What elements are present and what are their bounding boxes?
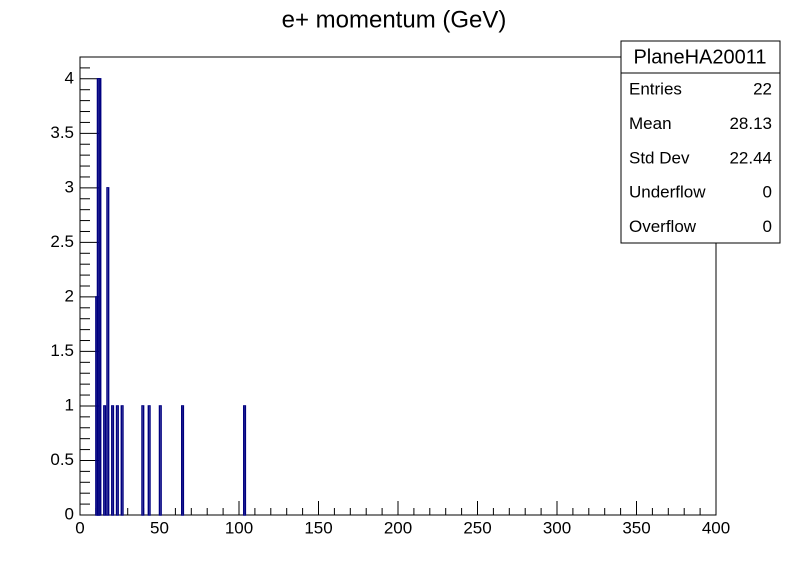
bar [147,405,151,516]
bar [103,405,107,516]
stats-value: 28.13 [729,114,772,133]
bar [141,405,145,516]
y-tick-label: 0 [65,504,74,523]
y-tick-label: 3 [65,177,74,196]
x-tick-label: 400 [702,518,730,537]
bar [243,405,247,516]
x-tick-label: 250 [463,518,491,537]
stats-value: 22.44 [729,148,772,167]
bar [120,405,124,516]
y-tick-label: 1.5 [50,341,74,360]
stats-label: Std Dev [629,148,690,167]
y-tick-label: 1 [65,395,74,414]
stats-value: 22 [753,79,772,98]
stats-frame [620,40,781,244]
bar [111,405,115,516]
x-tick-label: 200 [384,518,412,537]
bar [106,187,110,516]
x-tick-label: 0 [75,518,84,537]
stats-label: Overflow [629,217,697,236]
y-tick-label: 4 [65,68,74,87]
bar [158,405,162,516]
stats-label: Entries [629,79,682,98]
stats-value: 0 [763,183,772,202]
x-tick-label: 300 [543,518,571,537]
stats-label: Mean [629,114,672,133]
bar [115,405,119,516]
y-tick-label: 2.5 [50,232,74,251]
stats-box: PlaneHA20011 Entries 22 Mean 28.13 Std Dev 22… [620,40,781,244]
stats-label: Underflow [629,183,706,202]
stats-title: PlaneHA20011 [633,46,766,68]
x-tick-label: 350 [622,518,650,537]
stats-value: 0 [763,217,772,236]
chart-title: e+ momentum (GeV) [282,6,507,33]
x-tick-label: 100 [225,518,253,537]
bar [181,405,185,516]
y-tick-label: 0.5 [50,450,74,469]
x-tick-label: 150 [304,518,332,537]
y-tick-label: 3.5 [50,123,74,142]
y-tick-label: 2 [65,286,74,305]
x-tick-label: 50 [150,518,169,537]
bar [98,78,102,516]
